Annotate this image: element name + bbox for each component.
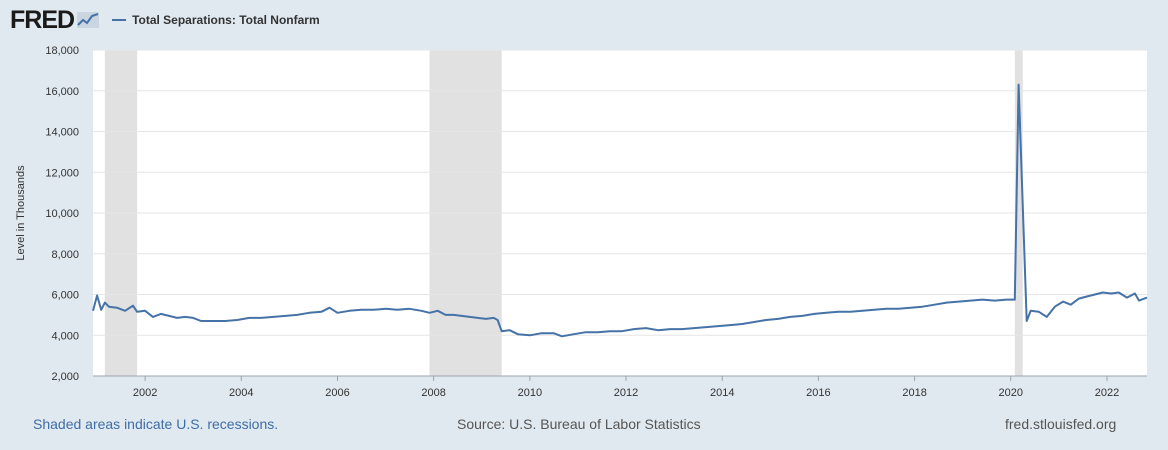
y-tick-label: 4,000 bbox=[51, 330, 79, 342]
x-tick-label: 2016 bbox=[806, 387, 830, 399]
y-tick-label: 2,000 bbox=[51, 371, 79, 383]
x-tick-label: 2022 bbox=[1095, 387, 1119, 399]
y-axis-label: Level in Thousands bbox=[15, 165, 27, 261]
series-line-0 bbox=[92, 83, 1148, 338]
y-tick-label: 16,000 bbox=[45, 86, 79, 98]
axes: 2,000 4,000 6,000 8,000 10,000 12,000 14,000 16… bbox=[45, 45, 1147, 399]
recession-note: Shaded areas indicate U.S. recessions. bbox=[33, 416, 279, 432]
x-tick-label: 2014 bbox=[710, 387, 734, 399]
y-tick-label: 14,000 bbox=[45, 127, 79, 139]
x-tick-label: 2010 bbox=[518, 387, 542, 399]
x-tick-label: 2004 bbox=[229, 387, 253, 399]
legend[interactable]: Total Separations: Total Nonfarm bbox=[112, 13, 320, 27]
fred-logo[interactable]: FRED bbox=[10, 6, 100, 35]
line-chart-icon bbox=[77, 12, 100, 28]
y-tick-label: 10,000 bbox=[45, 208, 79, 220]
gridlines bbox=[93, 49, 1147, 336]
series-layer bbox=[92, 83, 1148, 338]
x-tick-label: 2018 bbox=[902, 387, 926, 399]
site-link[interactable]: fred.stlouisfed.org bbox=[1005, 416, 1117, 432]
x-tick-label: 2012 bbox=[614, 387, 638, 399]
x-tick-label: 2020 bbox=[998, 387, 1022, 399]
y-tick-label: 12,000 bbox=[45, 167, 79, 179]
legend-label: Total Separations: Total Nonfarm bbox=[132, 13, 320, 27]
x-tick-label: 2008 bbox=[421, 387, 445, 399]
legend-swatch bbox=[112, 19, 127, 21]
x-tick-label: 2002 bbox=[133, 387, 157, 399]
logo-text: FRED bbox=[10, 5, 75, 34]
source-note: Source: U.S. Bureau of Labor Statistics bbox=[457, 416, 701, 432]
y-tick-label: 18,000 bbox=[45, 45, 79, 57]
y-tick-label: 6,000 bbox=[51, 290, 79, 302]
chart-header: FRED Total Separations: Total Nonfarm bbox=[10, 6, 320, 34]
y-tick-label: 8,000 bbox=[51, 249, 79, 261]
x-tick-label: 2006 bbox=[325, 387, 349, 399]
